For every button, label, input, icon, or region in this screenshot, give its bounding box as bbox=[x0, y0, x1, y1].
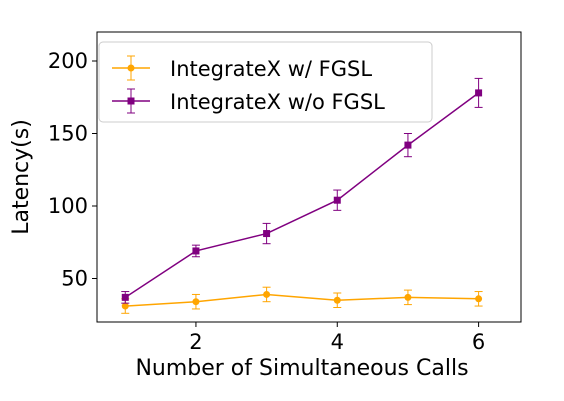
y-tick-label: 200 bbox=[48, 49, 88, 73]
legend: IntegrateX w/ FGSL IntegrateX w/o FGSL bbox=[98, 41, 433, 123]
x-tick-label: 6 bbox=[472, 330, 485, 354]
series-2 bbox=[121, 77, 483, 304]
data-point bbox=[404, 293, 412, 301]
series-line bbox=[125, 293, 479, 307]
plot-frame bbox=[96, 31, 522, 323]
data-point bbox=[192, 247, 200, 255]
x-axis-title: Number of Simultaneous Calls bbox=[135, 356, 468, 381]
y-tick-label: 100 bbox=[48, 194, 88, 218]
legend-marker bbox=[127, 64, 135, 72]
y-axis-title: Latency(s) bbox=[9, 119, 34, 235]
x-tick-label: 4 bbox=[331, 330, 344, 354]
y-tick-label: 150 bbox=[48, 122, 88, 146]
data-point bbox=[192, 298, 200, 306]
data-point bbox=[263, 290, 271, 298]
data-point bbox=[333, 196, 341, 204]
series-line bbox=[124, 92, 480, 298]
legend-marker bbox=[127, 97, 135, 105]
y-tick-label: 50 bbox=[61, 267, 88, 291]
legend-item: IntegrateX w/ FGSL bbox=[112, 55, 372, 81]
data-point bbox=[475, 295, 483, 303]
legend-box bbox=[98, 41, 433, 123]
data-point bbox=[475, 89, 483, 97]
x-tick-label: 2 bbox=[189, 330, 202, 354]
legend-item: IntegrateX w/o FGSL bbox=[112, 88, 385, 114]
data-point bbox=[263, 230, 271, 238]
data-point bbox=[404, 141, 412, 149]
legend-label: IntegrateX w/o FGSL bbox=[170, 90, 385, 114]
legend-label: IntegrateX w/ FGSL bbox=[170, 57, 372, 81]
series-1 bbox=[121, 286, 483, 314]
data-point bbox=[333, 296, 341, 304]
data-point bbox=[121, 302, 129, 310]
data-point bbox=[121, 293, 129, 301]
